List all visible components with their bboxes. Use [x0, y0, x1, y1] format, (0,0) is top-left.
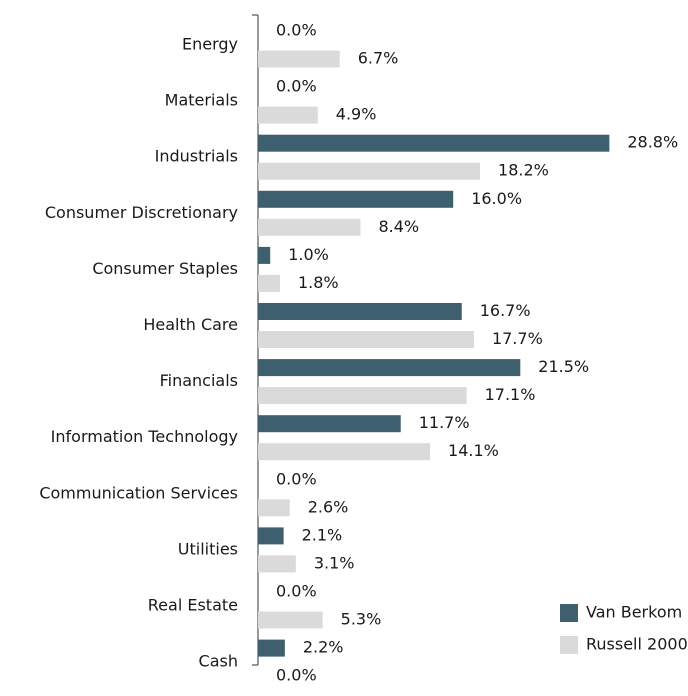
category-label: Consumer Discretionary: [45, 203, 238, 222]
value-label: 1.0%: [288, 245, 329, 264]
bar: [258, 50, 340, 68]
legend-swatch: [560, 604, 578, 622]
bar: [258, 106, 318, 124]
bar: [258, 331, 474, 348]
value-label: 0.0%: [276, 582, 317, 601]
value-label: 0.0%: [276, 21, 317, 40]
category-label: Materials: [165, 91, 238, 110]
bar: [258, 499, 290, 517]
value-label: 4.9%: [336, 105, 377, 124]
value-label: 17.7%: [492, 329, 543, 348]
bar: [258, 387, 467, 405]
value-label: 2.1%: [302, 525, 343, 544]
legend-label: Van Berkom: [586, 603, 682, 622]
bar: [258, 190, 454, 208]
value-label: 1.8%: [298, 273, 339, 292]
value-label: 28.8%: [627, 133, 678, 152]
value-label: 0.0%: [276, 666, 317, 685]
bar: [258, 611, 323, 629]
category-label: Cash: [199, 652, 238, 671]
legend-swatch: [560, 636, 578, 654]
value-label: 8.4%: [378, 217, 419, 236]
value-label: 21.5%: [538, 357, 589, 376]
value-label: 2.6%: [308, 497, 349, 516]
category-label: Consumer Staples: [92, 259, 238, 278]
value-label: 11.7%: [419, 413, 470, 432]
value-label: 16.7%: [480, 301, 531, 320]
category-label: Energy: [182, 35, 238, 54]
bar: [258, 639, 285, 657]
bar: [258, 303, 462, 320]
category-label: Real Estate: [148, 596, 238, 615]
bar: [258, 274, 280, 292]
value-label: 6.7%: [358, 49, 399, 68]
bar: [258, 218, 361, 236]
category-label: Industrials: [155, 147, 238, 166]
bar: [258, 246, 271, 264]
legend-label: Russell 2000: [586, 635, 688, 654]
value-label: 0.0%: [276, 77, 317, 96]
value-label: 0.0%: [276, 469, 317, 488]
category-label: Financials: [160, 371, 238, 390]
bar: [258, 162, 481, 180]
bar: [258, 134, 610, 152]
value-label: 14.1%: [448, 441, 499, 460]
bar: [258, 555, 296, 573]
value-label: 5.3%: [341, 610, 382, 629]
bar: [258, 359, 521, 377]
value-label: 16.0%: [471, 189, 522, 208]
value-label: 3.1%: [314, 553, 355, 572]
value-label: 18.2%: [498, 161, 549, 180]
category-label: Utilities: [178, 539, 238, 558]
value-label: 2.2%: [303, 638, 344, 657]
category-label: Health Care: [143, 315, 238, 334]
category-label: Information Technology: [51, 427, 238, 446]
category-label: Communication Services: [39, 483, 238, 502]
value-label: 17.1%: [485, 385, 536, 404]
bar: [258, 527, 284, 545]
bar: [258, 443, 431, 461]
bar: [258, 415, 401, 433]
